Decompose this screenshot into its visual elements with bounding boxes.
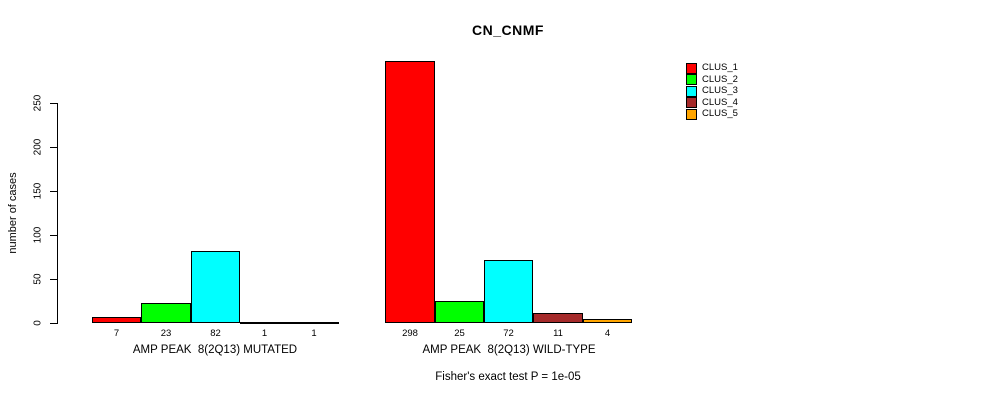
legend-item-clus_3: CLUS_3 — [686, 85, 738, 97]
x-group-label-mutated: AMP PEAK 8(2Q13) MUTATED — [132, 344, 298, 356]
bar-value-label: 298 — [402, 328, 418, 339]
legend-label: CLUS_4 — [702, 96, 738, 108]
legend-swatch — [686, 62, 697, 74]
y-axis-tick — [50, 147, 58, 148]
y-axis-tick — [50, 235, 58, 236]
fisher-test-annotation: Fisher's exact test P = 1e-05 — [435, 371, 581, 383]
bar-value-label: 1 — [311, 328, 317, 339]
bar-value-label: 23 — [160, 328, 172, 339]
bar-clus_2 — [141, 303, 191, 323]
bar-clus_4 — [533, 313, 583, 323]
y-axis-tick — [50, 191, 58, 192]
chart-title: CN_CNMF — [472, 22, 544, 38]
bar-clus_4 — [240, 322, 289, 324]
bar-value-label: 7 — [113, 328, 120, 339]
legend-label: CLUS_5 — [702, 108, 738, 120]
legend-swatch — [686, 108, 697, 120]
legend-item-clus_2: CLUS_2 — [686, 74, 738, 86]
y-axis-tick — [50, 103, 58, 104]
y-axis-label: number of cases — [7, 172, 19, 254]
y-axis-line — [57, 103, 58, 324]
y-axis-tick — [50, 279, 58, 280]
bar-clus_1 — [385, 61, 435, 323]
bar-value-label: 4 — [604, 328, 611, 339]
bar-value-label: 25 — [454, 328, 465, 339]
y-axis-tick-label: 200 — [32, 138, 44, 156]
bar-clus_3 — [191, 251, 240, 323]
bar-value-label: 11 — [553, 328, 563, 339]
bar-clus_5 — [583, 319, 632, 323]
y-axis-tick-label: 250 — [32, 94, 44, 112]
legend-swatch — [686, 74, 697, 86]
y-axis-tick-label: 150 — [32, 182, 44, 200]
legend-label: CLUS_2 — [702, 73, 738, 85]
legend-item-clus_1: CLUS_1 — [686, 62, 738, 74]
bar-clus_2 — [435, 301, 484, 323]
legend-item-clus_4: CLUS_4 — [686, 97, 738, 109]
legend-swatch — [686, 85, 697, 97]
legend-label: CLUS_1 — [702, 62, 738, 73]
y-axis-tick — [50, 323, 58, 324]
y-axis-tick-label: 50 — [32, 273, 44, 285]
legend-label: CLUS_3 — [702, 85, 738, 97]
y-axis-tick-label: 100 — [32, 226, 44, 244]
legend-swatch — [686, 97, 697, 109]
bar-value-label: 1 — [261, 328, 268, 339]
y-axis-tick-label: 0 — [32, 320, 44, 326]
x-group-label-wildtype: AMP PEAK 8(2Q13) WILD-TYPE — [422, 344, 596, 356]
legend-item-clus_5: CLUS_5 — [686, 108, 738, 120]
bar-clus_1 — [92, 317, 141, 323]
bar-value-label: 72 — [503, 328, 514, 339]
bar-clus_3 — [484, 260, 533, 323]
bar-clus_5 — [289, 322, 339, 324]
bar-value-label: 82 — [210, 328, 221, 339]
